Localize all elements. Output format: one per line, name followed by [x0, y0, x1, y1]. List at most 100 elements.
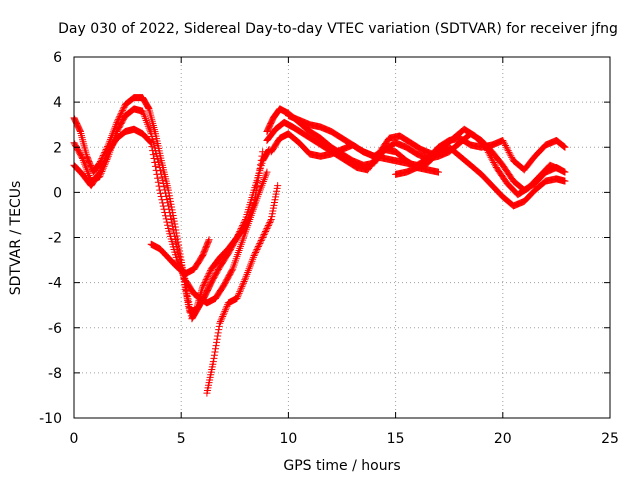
data-point: [78, 153, 86, 161]
data-point: [203, 274, 211, 282]
data-point: [262, 226, 270, 234]
data-point: [239, 281, 247, 289]
data-point: [101, 156, 109, 164]
data-point: [222, 306, 230, 314]
data-point: [169, 222, 177, 230]
data-point: [170, 229, 178, 237]
data-point: [119, 106, 127, 114]
data-point: [155, 182, 163, 190]
data-point: [99, 161, 107, 169]
data-point: [239, 279, 247, 287]
data-point: [205, 237, 213, 245]
data-point: [200, 280, 208, 288]
data-point: [560, 143, 568, 151]
data-point: [561, 168, 569, 176]
data-point: [256, 240, 264, 248]
x-tick-label: 15: [387, 431, 405, 447]
data-point: [220, 309, 228, 317]
data-point: [234, 232, 242, 240]
data-point: [201, 277, 209, 285]
data-point: [149, 151, 157, 159]
data-point: [561, 143, 569, 151]
data-point: [259, 234, 267, 241]
data-point: [120, 103, 128, 111]
data-point: [98, 163, 106, 171]
data-point: [171, 236, 179, 244]
grid: [74, 57, 610, 418]
data-point: [266, 218, 274, 226]
data-point: [252, 249, 260, 257]
data-point: [488, 155, 496, 163]
data-point: [199, 282, 207, 290]
data-point: [214, 329, 222, 337]
data-point: [500, 138, 508, 146]
y-tick-label: -2: [48, 231, 62, 247]
data-point: [96, 168, 104, 176]
data-point: [151, 162, 159, 170]
data-point: [150, 155, 158, 163]
data-point: [257, 238, 265, 246]
x-tick-label: 5: [177, 431, 186, 447]
data-point: [146, 138, 154, 146]
data-point: [164, 221, 172, 229]
data-point: [504, 147, 512, 155]
data-point: [119, 105, 127, 113]
data-point: [99, 160, 107, 168]
data-point: [205, 236, 213, 244]
data-point: [262, 227, 270, 235]
data-point: [265, 220, 273, 228]
data-point: [153, 170, 161, 178]
data-point: [201, 279, 209, 287]
data-point: [241, 217, 249, 225]
y-tick-label: 2: [53, 140, 62, 156]
x-axis-tick-labels: 0 5 10 15 20 25: [70, 431, 619, 447]
data-point: [204, 271, 212, 279]
data-point: [156, 186, 164, 194]
chart-title: Day 030 of 2022, Sidereal Day-to-day VTE…: [58, 21, 618, 37]
data-point: [490, 158, 498, 166]
data-point: [234, 293, 242, 301]
data-point: [103, 151, 111, 159]
data-point: [154, 174, 162, 182]
x-tick-label: 0: [70, 431, 79, 447]
data-point: [206, 268, 214, 276]
x-axis-label: GPS time / hours: [283, 458, 400, 474]
data-point: [96, 166, 104, 174]
data-point: [501, 140, 509, 148]
data-point: [252, 247, 260, 255]
data-point: [216, 319, 224, 327]
data-point: [274, 182, 282, 190]
data-point: [238, 223, 246, 231]
data-point: [161, 208, 169, 216]
data-point: [235, 289, 243, 297]
data-point: [228, 266, 236, 274]
data-point: [234, 230, 242, 238]
data-point: [102, 153, 110, 161]
data-point: [163, 218, 171, 226]
data-point: [434, 168, 442, 176]
data-point: [162, 215, 170, 223]
data-point: [260, 230, 268, 238]
data-point: [213, 335, 221, 343]
data-point: [222, 304, 230, 312]
data-point: [167, 215, 175, 223]
data-point: [214, 332, 222, 340]
data-point: [237, 284, 245, 292]
y-tick-label: -8: [48, 366, 62, 382]
data-point: [118, 108, 126, 116]
data-point: [254, 243, 262, 251]
data-point: [237, 224, 245, 232]
data-point: [159, 180, 167, 188]
data-point: [151, 158, 159, 166]
data-point: [158, 173, 166, 181]
data-point: [264, 221, 272, 229]
data-point: [264, 223, 272, 231]
data-point: [236, 288, 244, 296]
data-point: [251, 250, 259, 258]
data-point: [255, 241, 263, 249]
y-tick-label: 4: [53, 95, 62, 111]
data-point: [491, 160, 499, 168]
y-tick-label: -6: [48, 321, 62, 337]
data-point: [267, 217, 275, 225]
data-point: [485, 150, 493, 158]
